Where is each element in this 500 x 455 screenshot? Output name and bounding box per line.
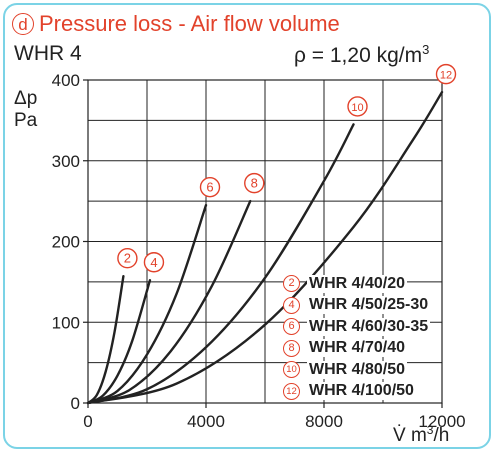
density-exponent: 3 — [422, 42, 430, 57]
series-end-badge-12 — [435, 63, 457, 85]
x-axis-label-suffix: /h — [433, 425, 450, 446]
x-axis-label: V̇ m3/h — [393, 423, 449, 447]
title-text: Pressure loss - Air flow volume — [39, 11, 340, 36]
series-end-badge-6 — [199, 176, 221, 198]
legend-item: 2 WHR 4/40/20 — [283, 273, 430, 295]
density-label: ρ = 1,20 kg/m3 — [294, 42, 429, 68]
y-tick-label: 0 — [71, 394, 80, 413]
x-axis-label-exponent: 3 — [426, 423, 434, 437]
legend-item: 4 WHR 4/50/25-30 — [283, 295, 431, 317]
series-end-badge-label-6: 6 — [206, 180, 213, 195]
legend-badge: 10 — [283, 361, 300, 379]
series-end-badge-label-4: 4 — [150, 255, 157, 270]
legend-label: WHR 4/100/50 — [307, 382, 416, 401]
x-tick-label: 12000 — [418, 412, 465, 431]
legend-label: WHR 4/50/25-30 — [307, 296, 431, 315]
series-end-badge-8 — [244, 172, 265, 194]
series-end-badge-label-8: 8 — [251, 176, 258, 191]
series-end-badge-2 — [117, 248, 138, 269]
series-end-badge-label-10: 10 — [351, 102, 363, 114]
legend-badge: 4 — [283, 296, 300, 314]
series-end-badge-label-12: 12 — [440, 70, 452, 82]
legend-item: 6 WHR 4/60/30-35 — [283, 316, 431, 338]
x-tick-label: 0 — [83, 412, 92, 431]
series-end-badge-10 — [347, 96, 368, 117]
title-letter-badge: d — [12, 13, 34, 35]
legend-item: 12 WHR 4/100/50 — [283, 381, 430, 403]
series-line-2 — [86, 275, 125, 405]
chart-title: d Pressure loss - Air flow volume — [12, 10, 340, 38]
series-line-6 — [86, 203, 208, 405]
series-line-8 — [86, 199, 252, 405]
y-tick-label: 100 — [52, 313, 80, 332]
legend-badge: 6 — [283, 318, 300, 336]
x-tick-label: 8000 — [305, 412, 343, 431]
series-end-badge-label-2: 2 — [124, 251, 131, 266]
legend-label: WHR 4/80/50 — [307, 360, 408, 379]
y-axis-label-unit: Pa — [14, 110, 38, 131]
model-label: WHR 4 — [14, 42, 82, 65]
legend-badge: 12 — [283, 382, 300, 400]
legend-item: 10 WHR 4/80/50 — [283, 359, 430, 381]
y-tick-label: 300 — [52, 152, 80, 171]
y-tick-label: 200 — [52, 233, 80, 252]
y-tick-label: 400 — [52, 71, 80, 90]
series-line-10 — [86, 123, 355, 405]
legend-item: 8 WHR 4/70/40 — [283, 338, 430, 360]
x-axis-label-prefix: V̇ m — [393, 425, 427, 446]
legend: 2 WHR 4/40/20 4 WHR 4/50/25-30 6 WHR 4/60/30-… — [283, 273, 431, 403]
legend-badge: 2 — [283, 275, 300, 293]
y-axis-label-symbol: Δp — [14, 88, 38, 109]
density-text: ρ = 1,20 kg/m — [294, 44, 423, 67]
chart-frame — [3, 3, 491, 449]
legend-badge: 8 — [283, 339, 300, 357]
series-line-12 — [86, 90, 444, 405]
series-end-badge-4 — [143, 252, 165, 273]
x-tick-label: 4000 — [187, 412, 225, 431]
legend-label: WHR 4/40/20 — [307, 274, 408, 293]
legend-label: WHR 4/60/30-35 — [307, 317, 431, 336]
legend-label: WHR 4/70/40 — [307, 339, 408, 358]
